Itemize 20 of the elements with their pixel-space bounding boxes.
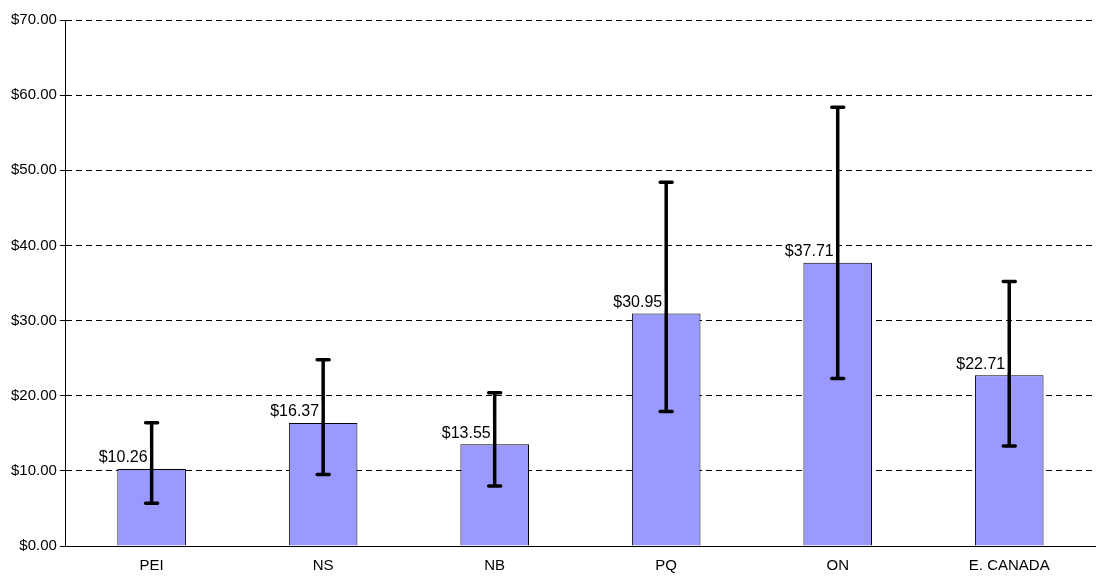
y-tick-label: $30.00 <box>10 310 57 328</box>
data-label: $37.71 <box>784 242 834 260</box>
data-label: $10.26 <box>98 448 148 466</box>
data-label: $16.37 <box>270 402 320 420</box>
x-tick-label: NS <box>312 556 334 574</box>
y-tick-label: $10.00 <box>10 461 57 478</box>
y-tick-label: $70.00 <box>10 10 57 28</box>
data-label: $13.55 <box>441 423 491 441</box>
y-tick-label: $50.00 <box>10 160 57 178</box>
y-tick-label: $20.00 <box>10 385 57 403</box>
data-label: $30.95 <box>613 292 663 310</box>
x-tick-label: E. CANADA <box>968 556 1050 574</box>
y-tick-label: $60.00 <box>10 85 57 103</box>
data-label: $22.71 <box>956 354 1006 372</box>
x-tick-label: ON <box>826 556 849 574</box>
y-tick-label: $40.00 <box>10 235 57 253</box>
y-tick-label: $0.00 <box>19 536 57 554</box>
x-tick-label: NB <box>484 556 506 574</box>
x-tick-label: PQ <box>655 556 678 574</box>
x-tick-label: PEI <box>139 556 164 574</box>
